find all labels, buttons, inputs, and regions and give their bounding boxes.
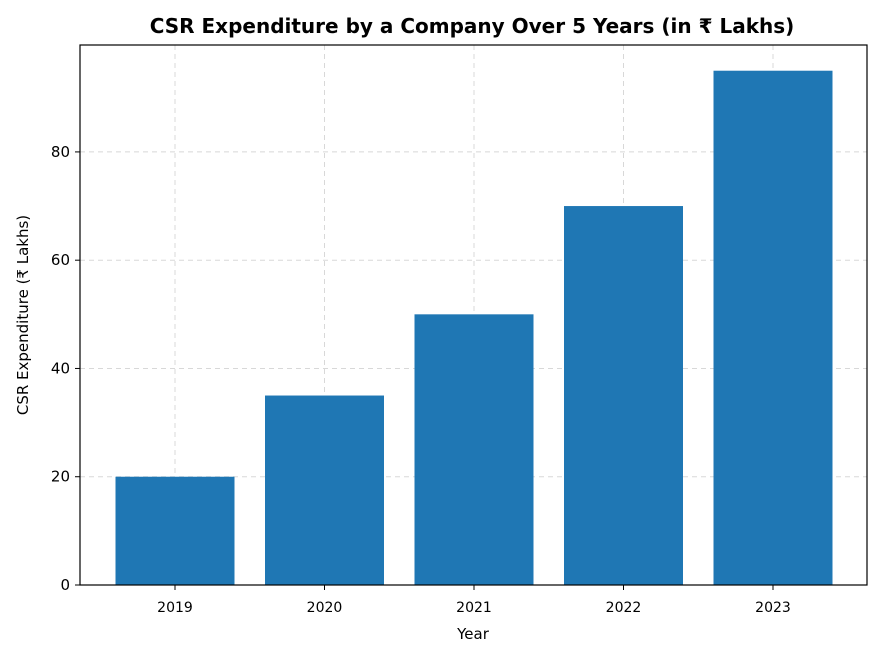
bar-2019 <box>115 476 235 585</box>
y-axis-label: CSR Expenditure (₹ Lakhs) <box>14 215 32 415</box>
x-tick-label: 2021 <box>456 600 492 616</box>
bar-2021 <box>414 314 534 585</box>
axis-ticks: 0 20 40 60 80 2019 2020 2021 2022 2023 <box>51 143 791 616</box>
y-tick-label: 80 <box>51 143 70 161</box>
bar-2020 <box>265 395 384 585</box>
y-tick-label: 20 <box>51 468 70 486</box>
x-axis-label: Year <box>456 625 490 643</box>
bar-2023 <box>713 70 833 585</box>
bars <box>115 70 833 586</box>
y-tick-label: 60 <box>51 251 70 269</box>
chart-title: CSR Expenditure by a Company Over 5 Year… <box>150 14 795 38</box>
bar-2022 <box>564 206 683 586</box>
y-tick-label: 40 <box>51 359 70 377</box>
x-tick-label: 2019 <box>157 600 193 616</box>
x-tick-label: 2020 <box>307 600 343 616</box>
x-tick-label: 2023 <box>755 600 791 616</box>
x-tick-label: 2022 <box>606 600 642 616</box>
y-tick-label: 0 <box>60 576 70 594</box>
